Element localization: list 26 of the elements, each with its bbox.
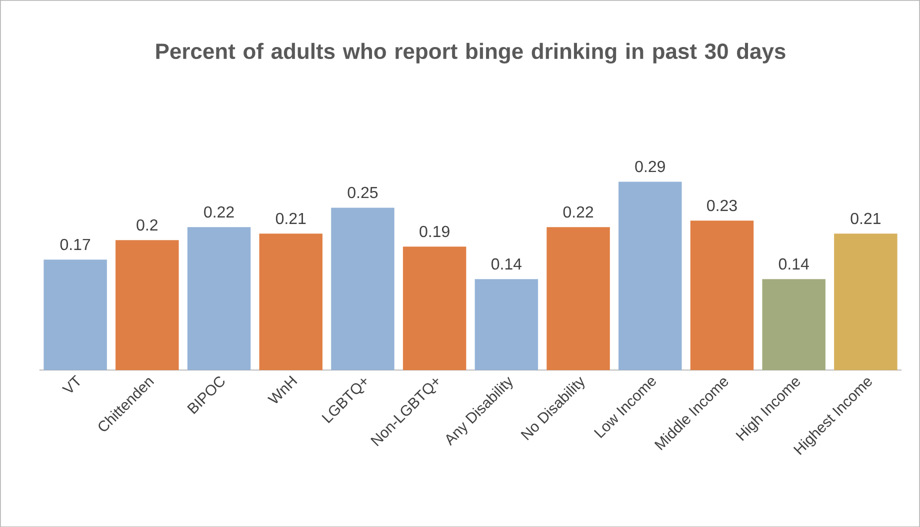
data-label: 0.29 xyxy=(635,160,665,172)
data-label: 0.17 xyxy=(60,238,90,250)
data-label: 0.14 xyxy=(491,258,522,270)
data-label: 0.2 xyxy=(136,219,158,230)
bar xyxy=(474,278,538,370)
data-label: 0.21 xyxy=(850,212,880,224)
bar xyxy=(618,182,682,370)
bar xyxy=(116,240,179,370)
bar xyxy=(690,220,754,370)
data-label: 0.22 xyxy=(204,206,234,218)
bar xyxy=(44,259,107,370)
bar xyxy=(762,278,826,370)
data-label: 0.23 xyxy=(707,200,737,212)
bar xyxy=(834,234,898,370)
bar xyxy=(402,246,466,370)
data-label: 0.21 xyxy=(276,212,306,224)
chart-title: Percent of adults who report binge drinking in past 30 days xyxy=(156,42,786,64)
bar xyxy=(187,227,251,370)
bar xyxy=(546,227,610,370)
bar xyxy=(259,234,322,370)
data-label: 0.14 xyxy=(778,258,809,270)
data-label: 0.25 xyxy=(348,186,378,198)
x-tick-label: VT xyxy=(62,374,80,392)
data-label: 0.22 xyxy=(563,206,594,218)
data-label: 0.19 xyxy=(420,226,450,237)
bar xyxy=(331,208,394,370)
